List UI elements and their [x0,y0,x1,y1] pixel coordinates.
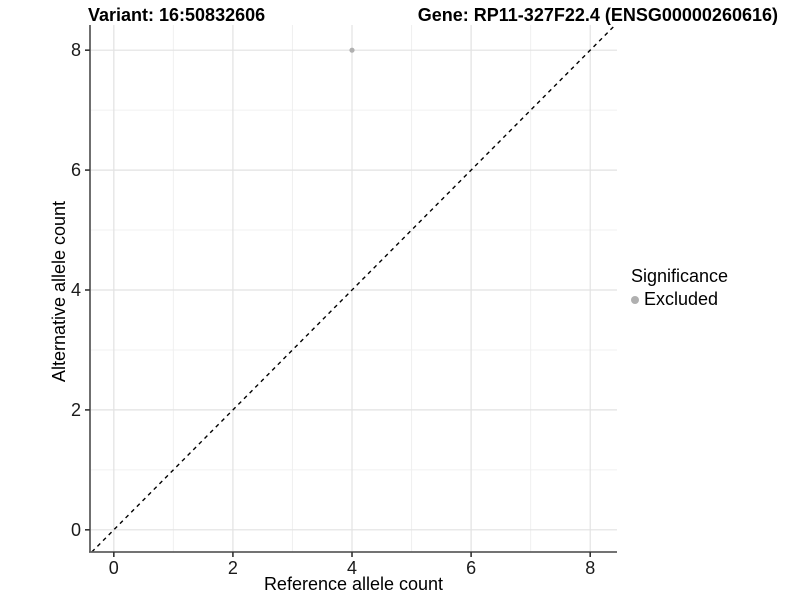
major-gridlines [90,25,617,552]
tick-label: 2 [228,558,238,578]
tick-label: 6 [466,558,476,578]
tick-label: 0 [109,558,119,578]
gene-title: Gene: RP11-327F22.4 (ENSG00000260616) [417,5,778,25]
legend-title: Significance [631,266,729,286]
x-axis-title: Reference allele count [263,574,444,594]
y-axis-title: Alternative allele count [49,200,69,383]
legend-item-label: Excluded [644,289,719,309]
tick-label: 8 [585,558,595,578]
minor-gridlines [90,25,617,552]
tick-marks [85,49,592,557]
tick-label: 4 [347,558,357,578]
tick-label: 4 [71,280,81,300]
identity-diagonal-line [91,24,616,553]
legend-item: Excluded [631,289,728,310]
tick-labels: 0 2 4 6 8 0 2 4 6 8 [71,40,595,578]
legend: Significance Excluded [631,266,728,310]
tick-label: 0 [71,520,81,540]
variant-title: Variant: 16:50832606 [88,5,266,25]
data-point [349,47,355,53]
tick-label: 6 [71,160,81,180]
data-points [349,47,355,53]
axis-lines [89,25,617,553]
legend-point-icon [631,295,639,304]
tick-label: 8 [71,40,81,60]
tick-label: 2 [71,400,81,420]
legend-items: Excluded [631,289,728,310]
